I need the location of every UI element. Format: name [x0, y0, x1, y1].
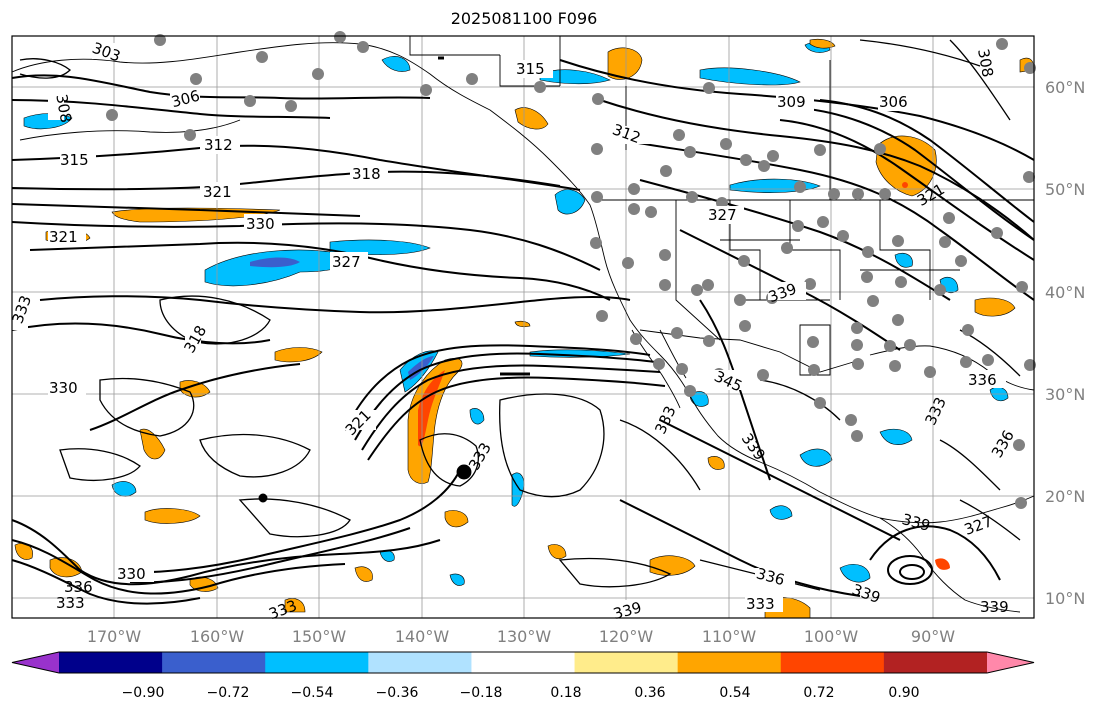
- colorbar-tick-label: 0.54: [719, 685, 750, 701]
- colorbar-tick-label: 0.36: [634, 685, 665, 701]
- map-frame: [11, 35, 1035, 619]
- colorbar-segment: [162, 652, 266, 673]
- colorbar-tick-label: 0.18: [550, 685, 581, 701]
- contour-label: 327: [332, 253, 361, 271]
- contour-label: 315: [60, 151, 89, 169]
- lon-tick-label: 140°W: [395, 627, 450, 646]
- colorbar-segment: [677, 652, 782, 673]
- contour-label: 321: [49, 228, 78, 246]
- colorbar-segment: [987, 652, 1034, 673]
- contour-label: 333: [746, 595, 775, 613]
- colorbar-segment: [574, 652, 679, 673]
- longitude-axis: 170°W 160°W 150°W 140°W 130°W 120°W 110°…: [87, 627, 955, 646]
- latitude-axis: 60°N 50°N 40°N 30°N 20°N 10°N: [1045, 78, 1085, 608]
- colorbar-segment: [883, 652, 988, 673]
- map-title: 2025081100 F096: [450, 9, 598, 28]
- lon-tick-label: 160°W: [190, 627, 245, 646]
- colorbar-tick-label: −0.36: [376, 685, 419, 701]
- colorbar-ticks: −0.90 −0.72 −0.54 −0.36 −0.18 0.18 0.36 …: [122, 685, 920, 701]
- station-dots: [106, 31, 1036, 509]
- shading-layer: [14, 38, 1035, 619]
- contour-label: 330: [246, 215, 275, 233]
- contour-lines-thin: [19, 39, 1021, 591]
- contour-label: 336: [968, 371, 997, 389]
- colorbar-tick-label: −0.90: [122, 685, 165, 701]
- colorbar-tick-label: −0.72: [207, 685, 250, 701]
- contour-label: 308: [52, 93, 75, 124]
- lat-tick-label: 10°N: [1045, 589, 1085, 608]
- colorbar-tick-label: −0.18: [460, 685, 503, 701]
- grid-lines: [12, 36, 1034, 618]
- contour-label: 315: [516, 60, 545, 78]
- lon-tick-label: 90°W: [911, 627, 955, 646]
- colorbar-outline: [11, 651, 1035, 674]
- contour-label: 330: [117, 565, 146, 583]
- contour-label: 306: [879, 93, 908, 111]
- colorbar-tick-label: −0.54: [291, 685, 334, 701]
- lon-tick-label: 130°W: [497, 627, 552, 646]
- colorbar-segment: [471, 652, 576, 673]
- colorbar-segment: [12, 652, 59, 673]
- colorbar-segment: [780, 652, 885, 673]
- lat-tick-label: 30°N: [1045, 385, 1085, 404]
- contour-label: 327: [708, 206, 737, 224]
- lat-tick-label: 60°N: [1045, 78, 1085, 97]
- coastlines-and-borders: [11, 36, 1035, 613]
- colorbar-segment: [368, 652, 472, 673]
- colorbar-segment: [59, 652, 163, 673]
- contour-label: 312: [204, 136, 233, 154]
- lon-tick-label: 100°W: [804, 627, 859, 646]
- contour-label: 309: [777, 93, 806, 111]
- contour-label: 318: [352, 165, 381, 183]
- lat-tick-label: 20°N: [1045, 487, 1085, 506]
- lon-tick-label: 170°W: [87, 627, 142, 646]
- contour-label: 330: [49, 379, 78, 397]
- colorbar-segment: [265, 652, 369, 673]
- colorbar: [11, 651, 1035, 674]
- lon-tick-label: 150°W: [292, 627, 347, 646]
- contour-label: 308: [974, 47, 997, 78]
- lat-tick-label: 50°N: [1045, 180, 1085, 199]
- colorbar-tick-label: 0.90: [888, 685, 919, 701]
- contour-label: 339: [980, 598, 1009, 616]
- contour-label: 333: [56, 594, 85, 612]
- contour-label: 336: [64, 578, 93, 596]
- lat-tick-label: 40°N: [1045, 283, 1085, 302]
- colorbar-tick-label: 0.72: [803, 685, 834, 701]
- lon-tick-label: 110°W: [702, 627, 757, 646]
- contour-label: 321: [203, 183, 232, 201]
- lon-tick-label: 120°W: [599, 627, 654, 646]
